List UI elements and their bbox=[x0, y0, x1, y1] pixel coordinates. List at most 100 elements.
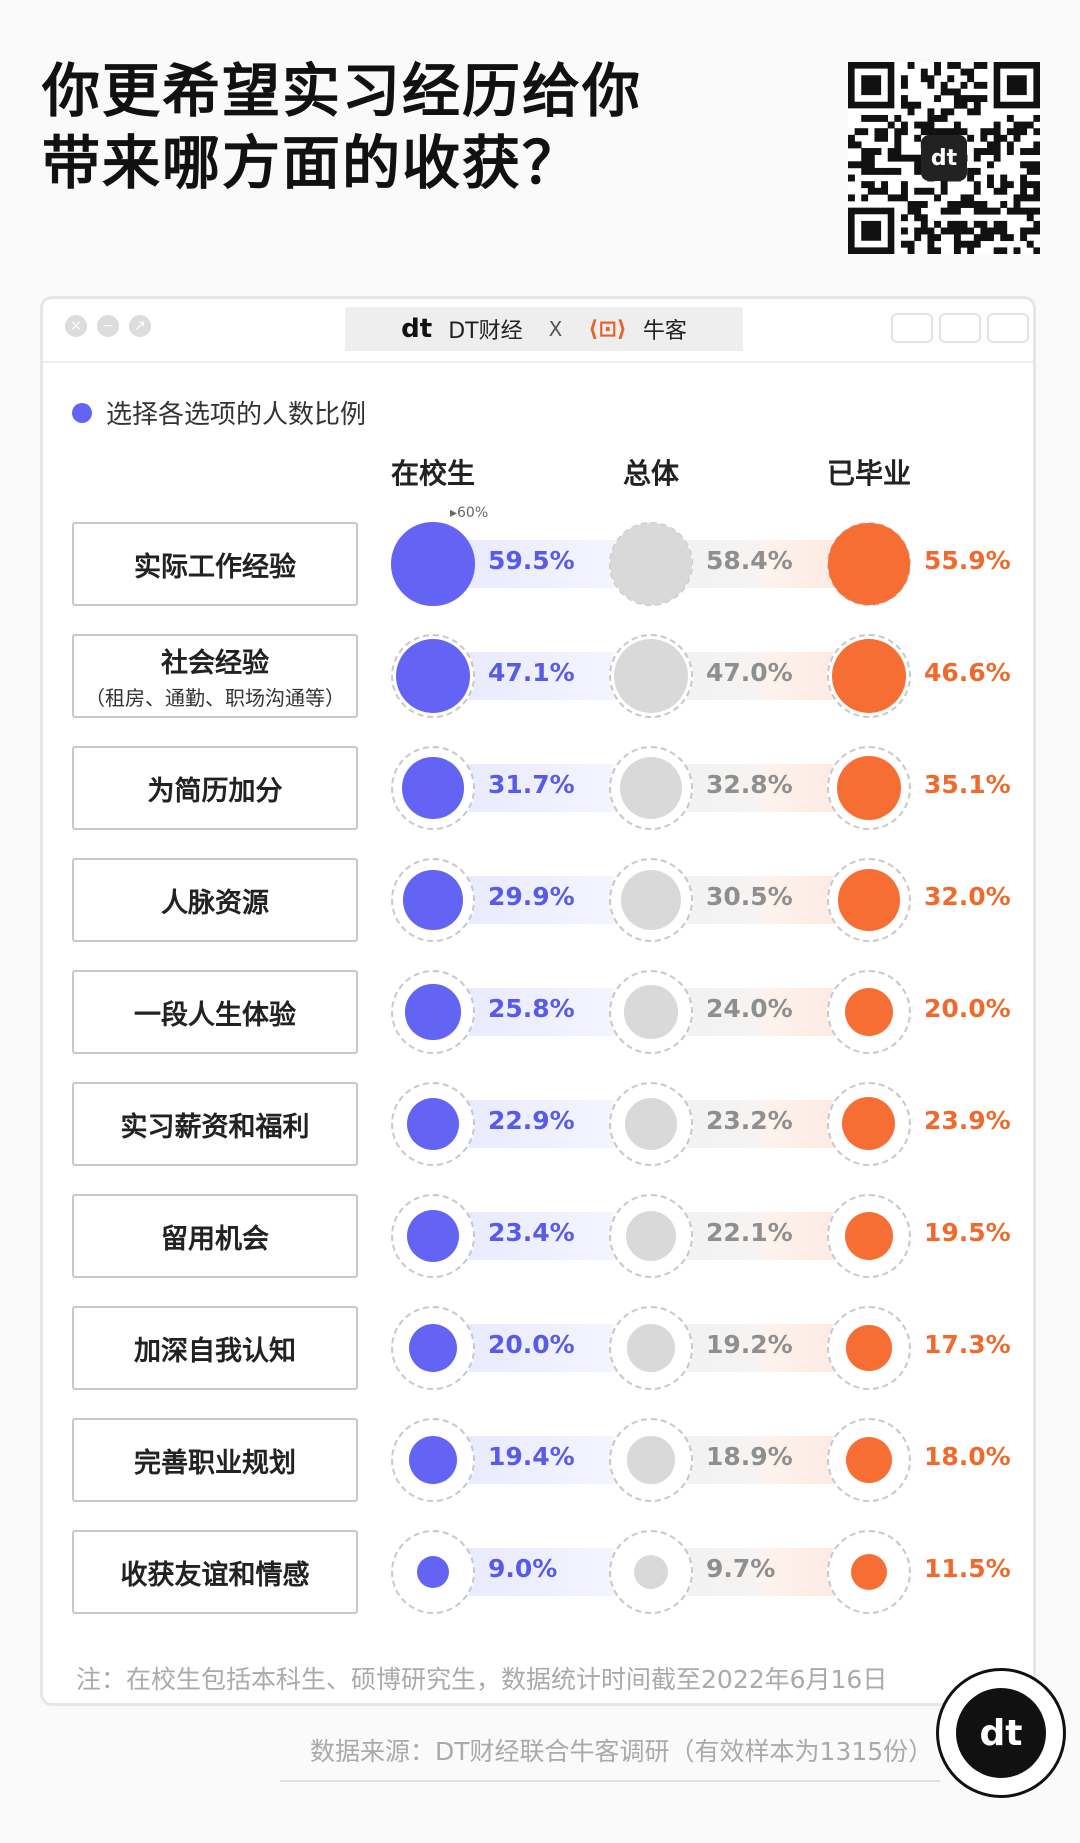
partner-name: 牛客 bbox=[642, 319, 687, 344]
expand-icon: ↗ bbox=[129, 315, 151, 337]
category-label-text: 留用机会 bbox=[161, 1223, 269, 1255]
value-label-students: 31.7% bbox=[488, 770, 575, 799]
legend-label: 选择各选项的人数比例 bbox=[106, 400, 367, 430]
value-label-graduates: 23.9% bbox=[924, 1106, 1011, 1135]
bubble-graduates bbox=[828, 523, 910, 605]
value-label-overall: 30.5% bbox=[706, 882, 793, 911]
legend-dot bbox=[72, 402, 92, 423]
bubble-students bbox=[402, 757, 464, 819]
partner-logo-icon: ⟨⊡⟩ bbox=[588, 316, 627, 342]
bubble-graduates bbox=[831, 638, 906, 713]
value-label-overall: 24.0% bbox=[706, 994, 793, 1023]
bubble-graduates bbox=[838, 869, 900, 931]
value-label-students: 22.9% bbox=[488, 1106, 575, 1135]
value-label-graduates: 11.5% bbox=[924, 1554, 1011, 1583]
record-icon bbox=[891, 313, 933, 343]
category-label: 加深自我认知 bbox=[72, 1306, 358, 1390]
bubble-overall bbox=[609, 522, 693, 606]
bubble-ring-graduates bbox=[827, 1082, 911, 1166]
bubble-graduates bbox=[845, 1436, 892, 1483]
close-icon: × bbox=[65, 315, 87, 337]
brand-name: DT财经 bbox=[448, 319, 523, 344]
category-label-text: 为简历加分 bbox=[147, 775, 283, 807]
category-label: 社会经验 （租房、通勤、职场沟通等） bbox=[72, 634, 358, 718]
chart-row: 加深自我认知 20.0% 19.2% 17.3% bbox=[0, 1304, 1080, 1416]
bubble-overall bbox=[621, 870, 681, 930]
value-label-students: 23.4% bbox=[488, 1218, 575, 1247]
bubble-overall bbox=[624, 985, 678, 1039]
bubble-graduates bbox=[844, 987, 894, 1037]
bubble-graduates bbox=[845, 1212, 893, 1260]
dt-logo: dt bbox=[401, 314, 433, 344]
brand-separator: X bbox=[548, 317, 563, 341]
category-label: 留用机会 bbox=[72, 1194, 358, 1278]
bubble-graduates bbox=[846, 1325, 892, 1371]
category-label: 一段人生体验 bbox=[72, 970, 358, 1054]
category-label-text: 完善职业规划 bbox=[134, 1447, 296, 1479]
value-label-graduates: 18.0% bbox=[924, 1442, 1011, 1471]
bubble-graduates bbox=[836, 755, 902, 821]
source-divider bbox=[280, 1780, 940, 1782]
value-label-graduates: 55.9% bbox=[924, 546, 1011, 575]
value-label-overall: 22.1% bbox=[706, 1218, 793, 1247]
window-icon bbox=[987, 313, 1029, 343]
value-label-overall: 47.0% bbox=[706, 658, 793, 687]
dt-badge: dt bbox=[936, 1668, 1066, 1798]
value-label-students: 29.9% bbox=[488, 882, 575, 911]
column-header-graduates: 已毕业 bbox=[826, 457, 912, 490]
bubble-overall bbox=[627, 1324, 675, 1372]
bubble-ring-overall bbox=[609, 1306, 693, 1390]
category-label-text: 实习薪资和福利 bbox=[120, 1111, 310, 1143]
footnote: 注：在校生包括本科生、硕博研究生，数据统计时间截至2022年6月16日 bbox=[76, 1665, 888, 1694]
column-header-students: 在校生 bbox=[390, 457, 476, 490]
page-title: 你更希望实习经历给你 带来哪方面的收获？ bbox=[42, 55, 642, 199]
value-label-overall: 18.9% bbox=[706, 1442, 793, 1471]
chart-row: 人脉资源 29.9% 30.5% 32.0% bbox=[0, 856, 1080, 968]
data-source: 数据来源：DT财经联合牛客调研（有效样本为1315份） bbox=[310, 1737, 934, 1766]
category-label-text: 人脉资源 bbox=[161, 887, 269, 919]
bubble-ring-overall bbox=[609, 1530, 693, 1614]
bubble-overall bbox=[619, 756, 683, 820]
minimize-icon: − bbox=[97, 315, 119, 337]
chart-row: 实际工作经验 59.5% 58.4% 55.9% bbox=[0, 520, 1080, 632]
value-label-students: 19.4% bbox=[488, 1442, 575, 1471]
value-label-overall: 32.8% bbox=[706, 770, 793, 799]
value-label-students: 25.8% bbox=[488, 994, 575, 1023]
title-line-2: 带来哪方面的收获？ bbox=[42, 129, 583, 197]
value-label-students: 20.0% bbox=[488, 1330, 575, 1359]
bubble-graduates bbox=[850, 1553, 888, 1591]
category-label: 实际工作经验 bbox=[72, 522, 358, 606]
bubble-students bbox=[409, 1436, 457, 1484]
category-label-text: 一段人生体验 bbox=[134, 999, 296, 1031]
column-header-overall: 总体 bbox=[622, 457, 680, 490]
value-label-overall: 58.4% bbox=[706, 546, 793, 575]
qr-center-logo: dt bbox=[921, 135, 967, 181]
category-label: 实习薪资和福利 bbox=[72, 1082, 358, 1166]
chart-row: 实习薪资和福利 22.9% 23.2% 23.9% bbox=[0, 1080, 1080, 1192]
bubble-students bbox=[405, 984, 461, 1040]
bubble-students bbox=[408, 1323, 458, 1373]
value-label-students: 47.1% bbox=[488, 658, 575, 687]
bubble-overall bbox=[625, 1210, 677, 1262]
share-icon bbox=[939, 313, 981, 343]
chart-row: 留用机会 23.4% 22.1% 19.5% bbox=[0, 1192, 1080, 1304]
value-label-graduates: 35.1% bbox=[924, 770, 1011, 799]
category-label-sub: （租房、通勤、职场沟通等） bbox=[85, 686, 345, 710]
chart-row: 完善职业规划 19.4% 18.9% 18.0% bbox=[0, 1416, 1080, 1528]
bubble-overall bbox=[634, 1555, 668, 1589]
chart-row: 为简历加分 31.7% 32.8% 35.1% bbox=[0, 744, 1080, 856]
category-label-text: 收获友谊和情感 bbox=[120, 1559, 310, 1591]
category-label-text: 加深自我认知 bbox=[134, 1335, 296, 1367]
brand-tab: dt DT财经 X ⟨⊡⟩ 牛客 bbox=[345, 307, 743, 351]
category-label: 收获友谊和情感 bbox=[72, 1530, 358, 1614]
value-label-students: 59.5% bbox=[488, 546, 575, 575]
chart-legend: 选择各选项的人数比例 bbox=[72, 394, 366, 431]
bubble-students bbox=[395, 638, 471, 714]
bubble-students bbox=[406, 1209, 460, 1263]
window-top-bar: × − ↗ dt DT财经 X ⟨⊡⟩ 牛客 bbox=[43, 299, 1033, 363]
chart-row: 一段人生体验 25.8% 24.0% 20.0% bbox=[0, 968, 1080, 1080]
bubble-ring-students bbox=[391, 970, 475, 1054]
value-label-graduates: 19.5% bbox=[924, 1218, 1011, 1247]
category-label: 完善职业规划 bbox=[72, 1418, 358, 1502]
value-label-graduates: 17.3% bbox=[924, 1330, 1011, 1359]
